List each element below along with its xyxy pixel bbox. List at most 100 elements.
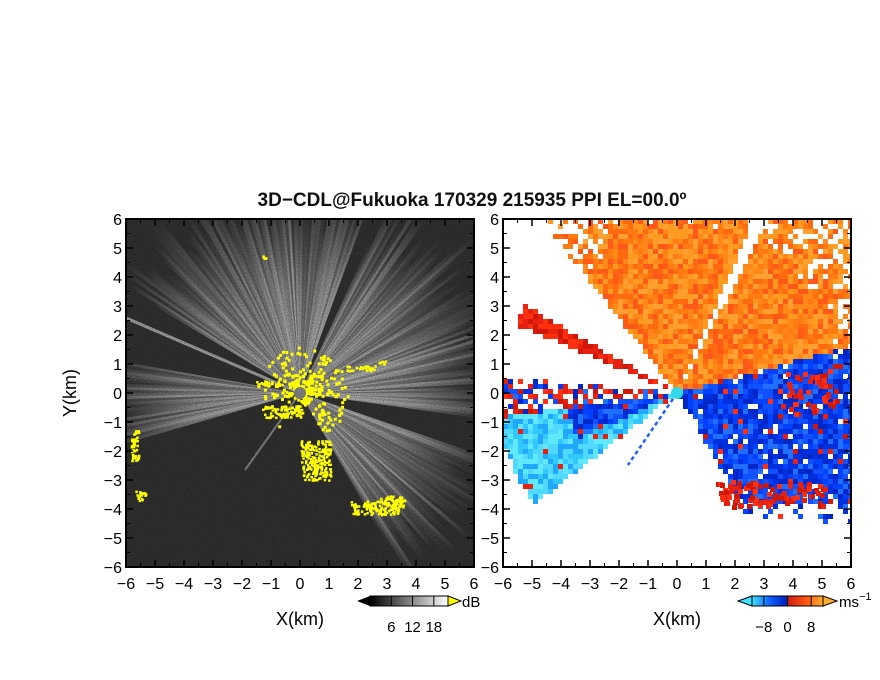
velocity-cell: [838, 264, 843, 269]
velocity-cell: [753, 409, 758, 414]
velocity-cell: [518, 399, 523, 404]
velocity-cell: [803, 364, 808, 369]
velocity-cell: [799, 395, 804, 400]
velocity-cell: [718, 249, 723, 254]
velocity-cell: [768, 444, 773, 449]
velocity-cell: [678, 384, 683, 389]
velocity-cell: [723, 309, 728, 314]
velocity-cell: [658, 324, 663, 329]
saturated-cell: [371, 502, 374, 505]
velocity-cell: [718, 359, 723, 364]
saturated-cell: [360, 510, 364, 513]
saturated-cell: [371, 367, 374, 370]
saturated-cell: [354, 503, 357, 506]
velocity-cell: [818, 419, 823, 424]
velocity-cell: [708, 344, 713, 349]
velocity-cell: [548, 469, 553, 474]
velocity-cell: [558, 329, 563, 334]
velocity-cell: [843, 474, 848, 479]
velocity-cell: [568, 409, 573, 414]
saturated-cell: [322, 443, 325, 446]
velocity-cell: [843, 379, 848, 384]
saturated-cell: [294, 385, 298, 389]
velocity-cell: [843, 359, 848, 364]
velocity-cell: [803, 399, 808, 404]
velocity-cell: [838, 239, 843, 244]
velocity-cell: [713, 329, 718, 334]
saturated-cell: [285, 390, 289, 394]
reflectivity-xtick-label: −5: [146, 576, 164, 593]
velocity-cell: [553, 424, 558, 429]
velocity-cell: [743, 509, 748, 514]
saturated-cell: [297, 398, 301, 402]
velocity-cell: [738, 279, 743, 284]
velocity-cell: [728, 379, 733, 384]
velocity-cell: [668, 264, 673, 269]
velocity-cell: [773, 259, 778, 264]
velocity-cell: [708, 359, 713, 364]
velocity-cell: [548, 424, 553, 429]
velocity-cell: [583, 424, 588, 429]
velocity-cell: [758, 484, 763, 489]
velocity-cell: [778, 269, 783, 274]
saturated-cell: [355, 511, 359, 515]
velocity-cell: [763, 444, 768, 449]
velocity-cell: [708, 369, 713, 374]
saturated-cell: [299, 405, 302, 408]
velocity-cell: [588, 249, 593, 254]
velocity-cell: [795, 495, 800, 500]
velocity-cell: [708, 309, 713, 314]
velocity-cell: [683, 319, 688, 324]
velocity-cell: [573, 234, 578, 239]
velocity-cell: [603, 414, 608, 419]
velocity-cell: [773, 394, 778, 399]
velocity-cell: [838, 319, 843, 324]
velocity-cell: [773, 464, 778, 469]
saturated-cell: [313, 392, 316, 396]
velocity-cell: [688, 304, 693, 309]
velocity-cell: [773, 344, 778, 349]
velocity-cell: [803, 309, 808, 314]
velocity-cell: [838, 354, 843, 359]
saturated-cell: [264, 380, 267, 383]
velocity-cell: [598, 444, 603, 449]
velocity-cell: [553, 324, 558, 329]
velocity-cell: [623, 269, 628, 274]
saturated-cell: [357, 509, 360, 512]
velocity-cell: [693, 274, 698, 279]
velocity-cell: [688, 259, 693, 264]
velocity-cell: [728, 374, 733, 379]
velocity-cell: [668, 329, 673, 334]
velocity-cell: [543, 384, 548, 389]
velocity-cell: [793, 284, 798, 289]
velocity-cell: [793, 264, 798, 269]
velocity-cell: [778, 239, 783, 244]
velocity-cell: [813, 444, 818, 449]
velocity-cell: [808, 239, 813, 244]
saturated-cell: [401, 501, 404, 504]
saturated-cell: [295, 378, 299, 382]
velocity-cell: [643, 289, 648, 294]
velocity-cell: [733, 259, 738, 264]
velocity-cell: [748, 304, 753, 309]
saturated-cell: [320, 455, 324, 458]
velocity-cell: [653, 229, 658, 234]
saturated-cell: [134, 455, 138, 458]
velocity-cell: [663, 374, 668, 379]
velocity-cell: [793, 389, 798, 394]
saturated-cell: [317, 440, 320, 443]
velocity-cell: [643, 389, 648, 394]
velocity-cell: [608, 434, 613, 439]
velocity-cell: [588, 384, 593, 389]
velocity-cell: [778, 359, 783, 364]
saturated-cell: [386, 504, 389, 508]
velocity-cell: [658, 284, 663, 289]
velocity-cell: [743, 474, 748, 479]
velocity-cell: [653, 264, 658, 269]
velocity-cell: [688, 359, 693, 364]
velocity-cell: [768, 259, 773, 264]
velocity-cell: [838, 429, 843, 434]
velocity-cell: [798, 377, 803, 382]
saturated-cell: [290, 410, 293, 413]
saturated-cell: [335, 382, 339, 386]
